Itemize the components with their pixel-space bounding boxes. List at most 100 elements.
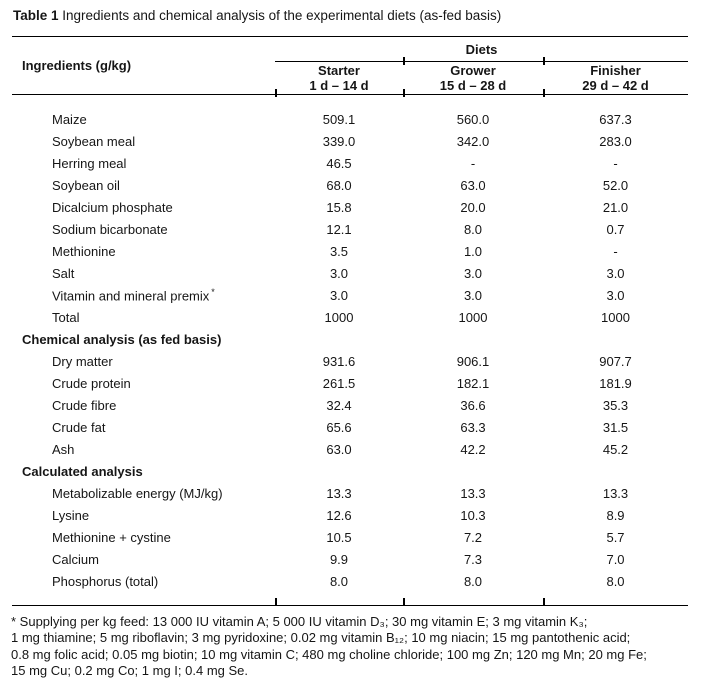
table-row: Lysine 12.6 10.3 8.9 — [12, 505, 688, 527]
table-grid-tick — [403, 57, 405, 65]
table-row: Metabolizable energy (MJ/kg) 13.3 13.3 13.3 — [12, 483, 688, 505]
footnote-line: 15 mg Cu; 0.2 mg Co; 1 mg I; 0.4 mg Se. — [11, 663, 248, 679]
section-header-row: Chemical analysis (as fed basis) — [12, 329, 688, 351]
cell-value: 68.0 — [326, 178, 352, 193]
cell-value: 15.8 — [326, 200, 352, 215]
cell-value: 32.4 — [326, 398, 352, 413]
diet-table: Ingredients (g/kg) Diets Starter 1 d – 1… — [12, 36, 689, 606]
cell-value: 261.5 — [322, 376, 356, 391]
column-sublabel: 15 d – 28 d — [439, 78, 507, 93]
cell-value: 8.0 — [463, 574, 483, 589]
column-sublabel: 1 d – 14 d — [309, 78, 369, 93]
cell-value: 8.0 — [329, 574, 349, 589]
cell-value: 45.2 — [602, 442, 629, 457]
cell-value: - — [470, 156, 476, 171]
cell-value: 3.0 — [606, 288, 625, 303]
diets-group-header: Diets — [275, 36, 689, 62]
ingredients-column-header: Ingredients (g/kg) — [12, 36, 275, 95]
table-wrapper: Ingredients (g/kg) Diets Starter 1 d – 1… — [12, 36, 689, 606]
footnote-line: 1 mg thiamine; 5 mg riboflavin; 3 mg pyr… — [11, 630, 631, 646]
table-row: Soybean oil 68.0 63.0 52.0 — [12, 175, 688, 197]
table-row: Dicalcium phosphate 15.8 20.0 21.0 — [12, 197, 688, 219]
row-label: Methionine — [52, 244, 116, 259]
table-row: Calcium 9.9 7.3 7.0 — [12, 549, 688, 571]
row-label: Phosphorus (total) — [52, 574, 159, 589]
cell-value: 10.5 — [326, 530, 352, 545]
cell-value: 21.0 — [602, 200, 629, 215]
cell-value: 35.3 — [602, 398, 629, 413]
column-header-grower: Grower 15 d – 28 d — [403, 61, 543, 95]
cell-value: 907.7 — [599, 354, 632, 369]
cell-value: 42.2 — [460, 442, 486, 457]
cell-value: 8.0 — [606, 574, 625, 589]
row-label: Sodium bicarbonate — [52, 222, 168, 237]
row-label: Crude protein — [52, 376, 131, 391]
cell-value: 3.0 — [329, 288, 349, 303]
cell-value: 7.0 — [606, 552, 625, 567]
cell-value: 906.1 — [456, 354, 490, 369]
table-row: Crude fat 65.6 63.3 31.5 — [12, 417, 688, 439]
row-label: Crude fat — [52, 420, 106, 435]
cell-value: 3.0 — [463, 288, 483, 303]
row-label: Dry matter — [52, 354, 113, 369]
cell-value: 182.1 — [456, 376, 490, 391]
table-row: Sodium bicarbonate 12.1 8.0 0.7 — [12, 219, 688, 241]
spacer-row — [12, 95, 688, 109]
cell-value: 46.5 — [326, 156, 352, 171]
cell-value: 0.7 — [606, 222, 625, 237]
table-row: Maize 509.1 560.0 637.3 — [12, 109, 688, 131]
footnote-marker: * — [211, 287, 215, 298]
cell-value: 3.5 — [329, 244, 349, 259]
cell-value: 13.3 — [326, 486, 352, 501]
table-row: Ash 63.0 42.2 45.2 — [12, 439, 688, 461]
row-label: Crude fibre — [52, 398, 117, 413]
footnote-line: * Supplying per kg feed: 13 000 IU vitam… — [11, 614, 588, 629]
cell-value: 3.0 — [463, 266, 483, 281]
cell-value: 12.6 — [326, 508, 352, 523]
cell-value: 931.6 — [322, 354, 356, 369]
cell-value: 1000 — [324, 310, 354, 325]
caption-text: Ingredients and chemical analysis of the… — [58, 8, 502, 23]
column-sublabel: 29 d – 42 d — [582, 78, 649, 93]
cell-value: 1000 — [458, 310, 488, 325]
row-label: Lysine — [52, 508, 90, 523]
table-grid-tick — [543, 598, 545, 606]
table-row: Crude fibre 32.4 36.6 35.3 — [12, 395, 688, 417]
table-row: Vitamin and mineral premix * 3.0 3.0 3.0 — [12, 285, 688, 307]
cell-value: 10.3 — [460, 508, 486, 523]
spacer-row — [12, 593, 688, 606]
section-header: Chemical analysis (as fed basis) — [22, 332, 222, 347]
cell-value: 1000 — [601, 310, 630, 325]
table-row: Methionine 3.5 1.0 - — [12, 241, 688, 263]
group-header-row: Ingredients (g/kg) Diets — [12, 36, 689, 95]
table-row: Phosphorus (total) 8.0 8.0 8.0 — [12, 571, 688, 593]
table-row: Methionine + cystine 10.5 7.2 5.7 — [12, 527, 688, 549]
cell-value: 63.0 — [460, 178, 486, 193]
table-grid-tick — [403, 598, 405, 606]
row-label: Metabolizable energy (MJ/kg) — [52, 486, 223, 501]
row-label: Calcium — [52, 552, 99, 567]
cell-value: 9.9 — [329, 552, 349, 567]
section-header: Calculated analysis — [22, 464, 143, 479]
cell-value: 52.0 — [602, 178, 629, 193]
row-label: Total — [52, 310, 80, 325]
table-row: Crude protein 261.5 182.1 181.9 — [12, 373, 688, 395]
cell-value: 63.3 — [460, 420, 486, 435]
table-grid-tick — [543, 89, 545, 97]
row-label: Herring meal — [52, 156, 127, 171]
caption-label: Table 1 — [13, 8, 59, 23]
cell-value: 13.3 — [602, 486, 629, 501]
cell-value: 36.6 — [460, 398, 486, 413]
cell-value: - — [613, 244, 618, 259]
cell-value: 20.0 — [460, 200, 486, 215]
table-caption: Table 1 Ingredients and chemical analysi… — [13, 7, 501, 25]
cell-value: 8.0 — [463, 222, 483, 237]
cell-value: 3.0 — [329, 266, 349, 281]
cell-value: 31.5 — [602, 420, 629, 435]
table-row: Soybean meal 339.0 342.0 283.0 — [12, 131, 688, 153]
cell-value: - — [613, 156, 618, 171]
cell-value: 65.6 — [326, 420, 352, 435]
row-label: Maize — [52, 112, 87, 127]
row-label: Vitamin and mineral premix * — [52, 287, 215, 304]
